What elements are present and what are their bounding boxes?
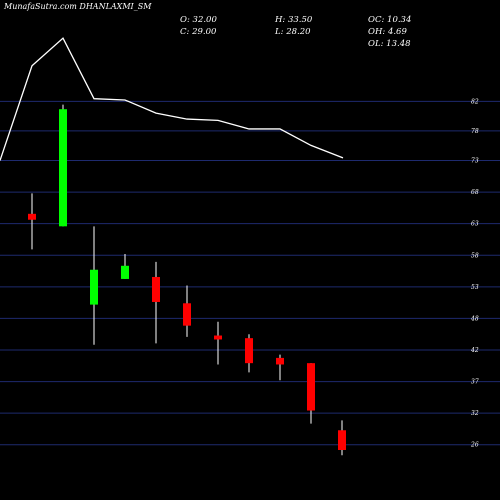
candle-body [338,430,346,450]
candle [152,261,160,344]
candle [276,354,284,381]
y-tick-label: 63 [471,221,479,228]
y-tick-label: 73 [471,158,479,165]
candle-body [183,303,191,326]
line-series [0,37,344,161]
y-tick-label: 58 [471,252,479,259]
open-close-readout: OC: 10.34 [368,15,411,25]
candle [338,420,346,456]
y-tick-label: 26 [470,442,479,449]
candle [121,253,129,279]
candle-body [245,338,253,364]
candle [214,321,222,365]
candle [90,226,98,345]
candle-body [152,276,160,302]
y-tick-label: 78 [471,128,479,135]
y-tick-label: 68 [471,189,479,196]
open-readout: O: 32.00 [180,15,217,25]
candle [245,334,253,373]
low-readout: L: 28.20 [274,27,311,37]
y-tick-label: 37 [471,379,479,386]
y-tick-label: 82 [471,98,479,105]
candle [28,193,36,250]
close-readout: C: 29.00 [180,27,217,37]
candle-body [121,265,129,279]
candle-body [59,109,67,227]
candle-body [276,357,284,365]
chart-title: MunafaSutra.com DHANLAXMI_SM [3,2,152,11]
high-readout: H: 33.50 [274,15,313,25]
ohlc-readout: O: 32.00 H: 33.50 OC: 10.34 C: 29.00 L: … [180,15,411,49]
candle [59,104,67,227]
y-tick-label: 32 [471,410,479,417]
y-tick-label: 48 [470,315,479,322]
candle-body [90,269,98,305]
line-series-path [0,37,344,161]
candle [183,285,191,337]
open-low-readout: OL: 13.48 [368,39,411,49]
y-axis-ticks: 82 78 73 68 63 58 53 48 42 37 32 26 [470,98,479,448]
y-tick-label: 42 [470,347,479,354]
candle-body [307,363,315,411]
candle-body [28,213,36,220]
candles [28,104,346,456]
y-tick-label: 53 [471,284,479,291]
open-high-readout: OH: 4.69 [368,27,407,37]
candle-body [214,335,222,340]
candle [307,363,315,424]
